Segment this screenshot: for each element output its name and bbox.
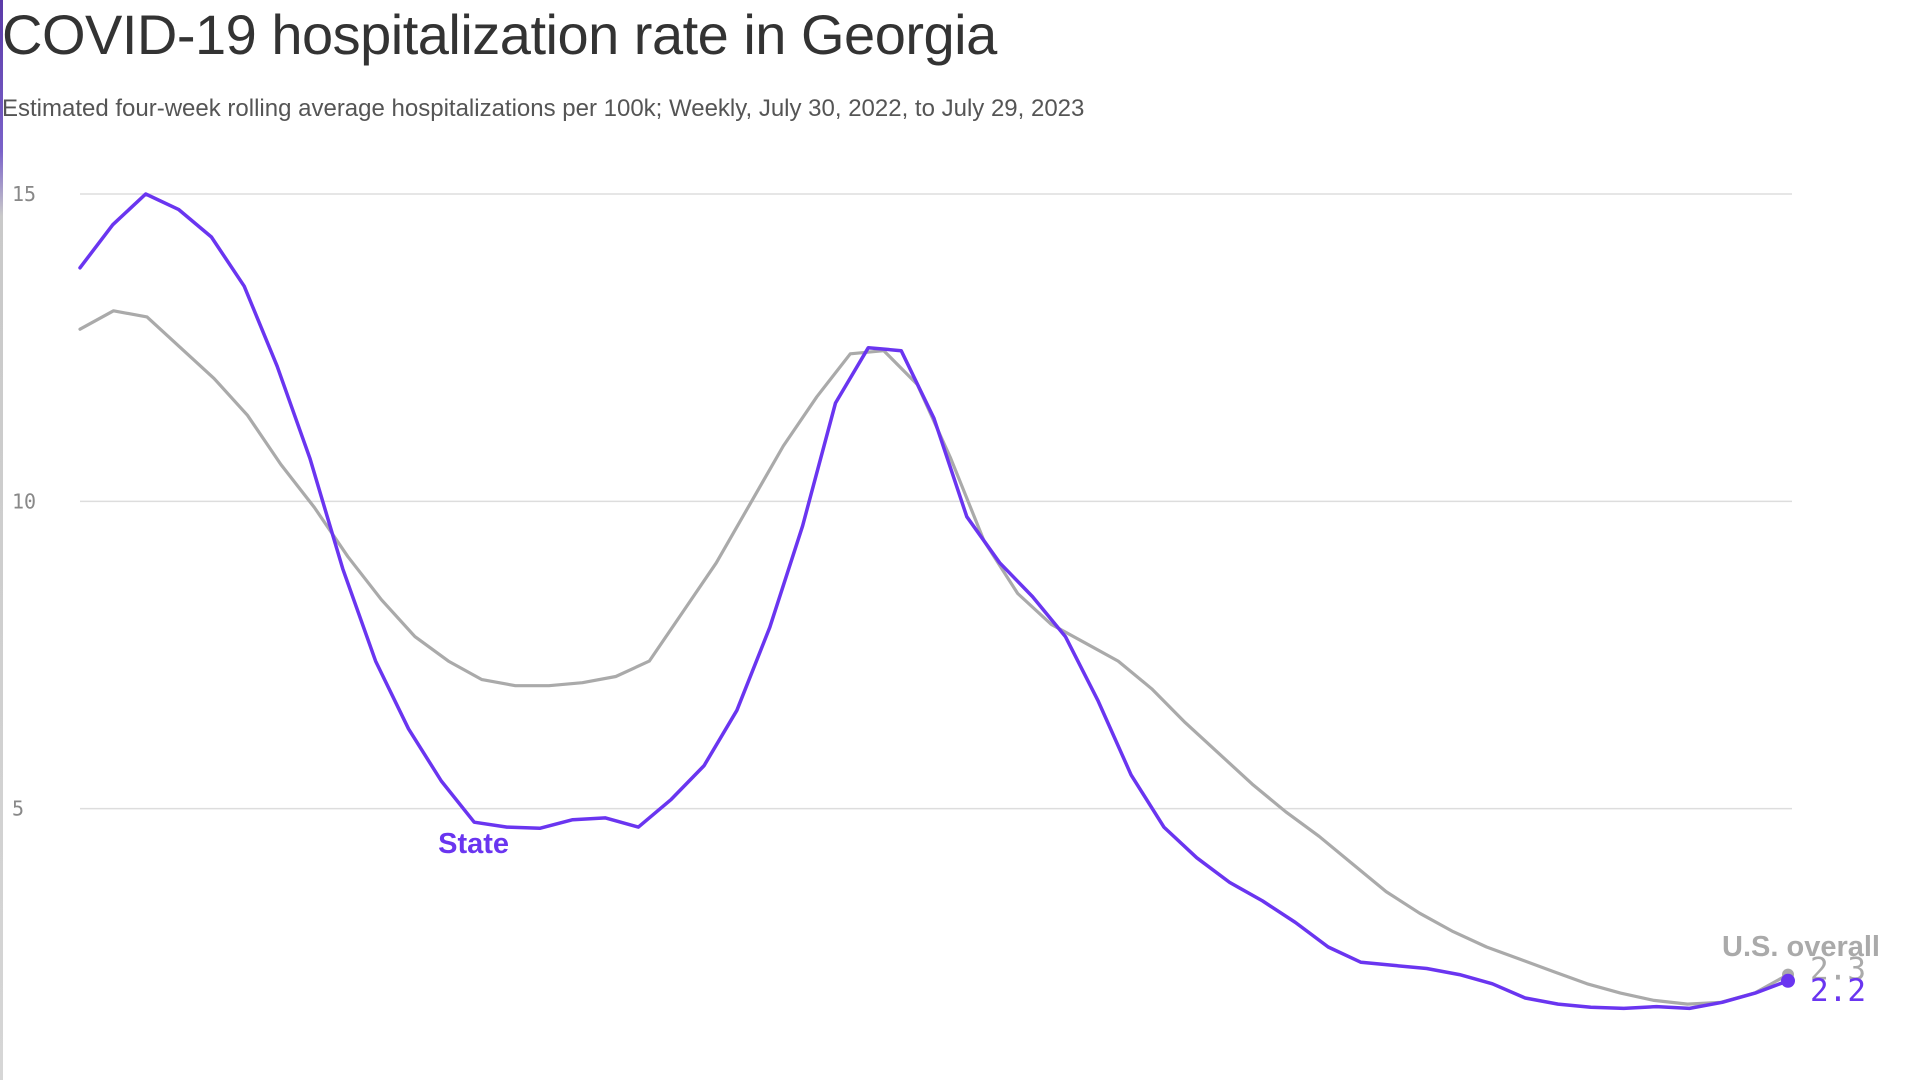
y-axis-ticks: 15 10 5 [12,182,36,821]
end-value-state: 2.2 [1810,973,1866,1009]
y-tick-label-10: 10 [12,489,36,513]
gridlines [80,193,1792,810]
left-edge-accent [0,0,3,1080]
y-tick-label-15: 15 [12,182,36,206]
series-label-u-s-overall: U.S. overall [1722,931,1880,963]
series-line-state [78,192,1790,1011]
chart-subtitle: Estimated four-week rolling average hosp… [2,95,1085,122]
end-marker-state [1781,973,1795,988]
y-tick-label-5: 5 [12,797,24,821]
end-value-u-s-overall: 2.3 [1810,952,1866,988]
series-lines [78,192,1790,1011]
chart-title: COVID-19 hospitalization rate in Georgia [2,3,997,66]
series-labels: 2.3U.S. overall 2.2 State [438,828,1880,1009]
series-label-state: State [438,828,509,860]
